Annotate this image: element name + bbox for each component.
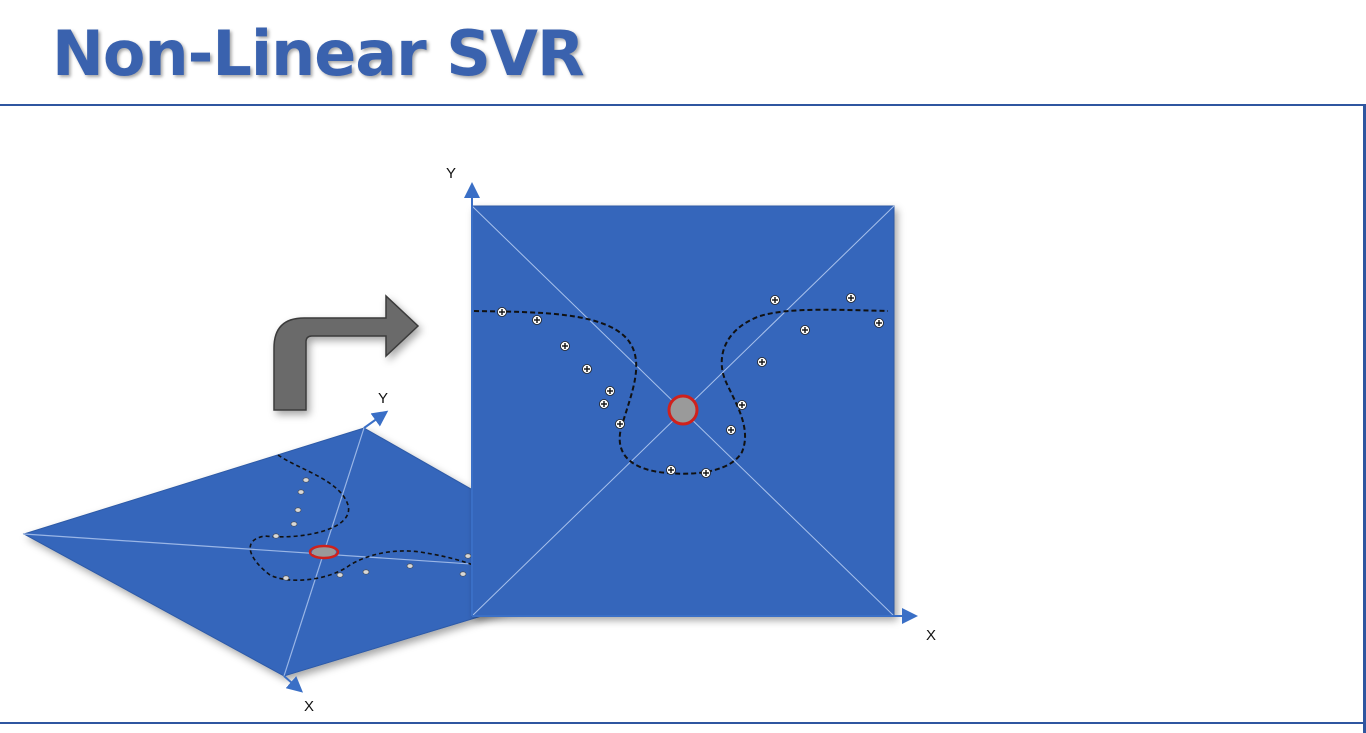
front-y-label: Y [446,165,456,182]
perspective-x-axis [283,675,304,693]
plus-point-icon [846,293,856,303]
plus-point-icon [701,468,711,478]
plus-point-icon [800,325,810,335]
curved-arrow-right-icon [273,294,420,411]
plus-point-icon [737,400,747,410]
plus-point-icon [726,425,736,435]
plus-point-icon [560,341,570,351]
plus-point-icon [582,364,592,374]
plus-point-icon [599,399,609,409]
perspective-highlight-ring [308,544,340,560]
front-x-label: X [926,627,936,644]
plus-point-icon [615,419,625,429]
front-highlight-center [670,397,696,423]
front-plane-group: Y X [446,165,936,644]
plus-point-icon [605,386,615,396]
perspective-y-axis [363,410,389,429]
plus-point-icon [757,357,767,367]
plus-point-icon [874,318,884,328]
front-boundary-curve [473,308,889,475]
front-highlight-ring [667,394,699,426]
slide-title: Non-Linear SVR [52,17,585,90]
perspective-highlight-center [312,547,336,557]
perspective-boundary-curve [249,454,477,581]
footer-divider [0,722,1366,724]
plus-point-icon [770,295,780,305]
plus-point-icon [497,307,507,317]
plus-point-icon [666,465,676,475]
title-divider [0,104,1366,106]
plus-point-icon [532,315,542,325]
flat-y-label: Y [378,390,388,407]
right-border [1363,104,1366,733]
flat-x-label: X [304,698,314,715]
front-points [497,293,884,478]
perspective-points [272,477,472,581]
